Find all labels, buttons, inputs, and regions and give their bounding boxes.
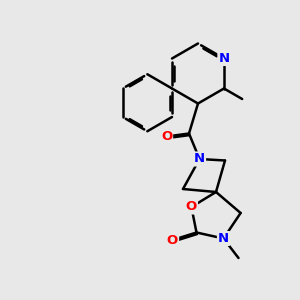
Text: N: N bbox=[218, 232, 229, 245]
Text: O: O bbox=[167, 233, 178, 247]
Text: O: O bbox=[161, 130, 172, 143]
Text: O: O bbox=[186, 200, 197, 214]
Text: N: N bbox=[194, 152, 205, 166]
Text: N: N bbox=[218, 52, 230, 65]
